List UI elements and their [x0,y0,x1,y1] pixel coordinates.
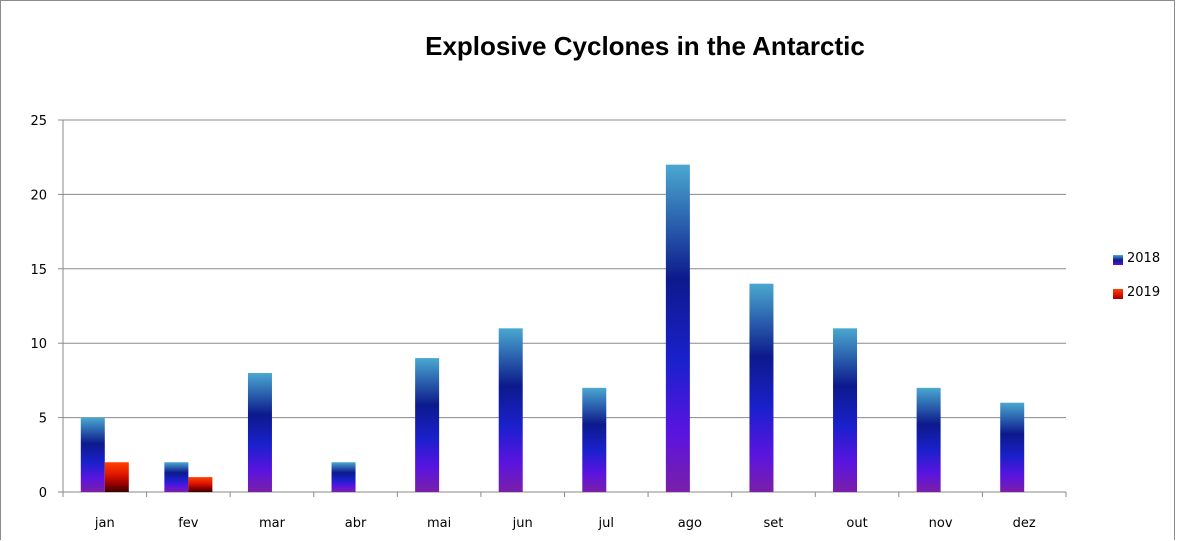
legend: 2018 2019 [1113,251,1160,319]
y-tick-label: 0 [39,486,47,501]
legend-label-2019: 2019 [1127,285,1161,300]
bar-2018-jan [80,417,105,492]
x-tick-label: out [846,516,867,531]
x-tick-label: abr [345,516,367,531]
bar-2018-nov [916,387,941,492]
x-tick-label: jul [598,516,614,531]
bar-2018-ago [665,164,690,492]
legend-item-2018: 2018 [1113,251,1160,285]
bar-2018-out [833,328,858,492]
y-tick-label: 15 [30,263,47,278]
legend-item-2019: 2019 [1113,285,1160,319]
x-tick-label: ago [678,516,702,531]
bar-2018-jun [498,328,523,492]
y-tick-label: 25 [30,114,47,129]
legend-swatch-2019 [1113,289,1123,299]
y-tick-label: 5 [39,412,47,427]
bar-2018-fev [164,462,189,492]
x-tick-label: jan [94,516,115,531]
x-tick-label: dez [1013,516,1036,531]
bar-2018-set [749,283,774,492]
bar-2018-mar [247,372,272,492]
y-tick-label: 20 [30,188,47,203]
chart-title: Explosive Cyclones in the Antarctic [425,31,865,61]
legend-swatch-2018 [1113,255,1123,265]
bar-2018-mai [415,358,440,492]
x-tick-label: mai [427,516,451,531]
x-tick-label: jun [512,516,533,531]
bar-2018-jul [582,387,607,492]
x-tick-label: fev [178,516,199,531]
y-tick-label: 10 [30,337,47,352]
x-tick-label: set [764,516,784,531]
bar-2019-fev [188,477,213,492]
x-tick-label: nov [929,516,953,531]
bar-2018-abr [331,462,356,492]
legend-label-2018: 2018 [1127,251,1161,266]
bar-2018-dez [1000,402,1025,492]
bar-2019-jan [104,462,129,492]
x-tick-label: mar [259,516,286,531]
